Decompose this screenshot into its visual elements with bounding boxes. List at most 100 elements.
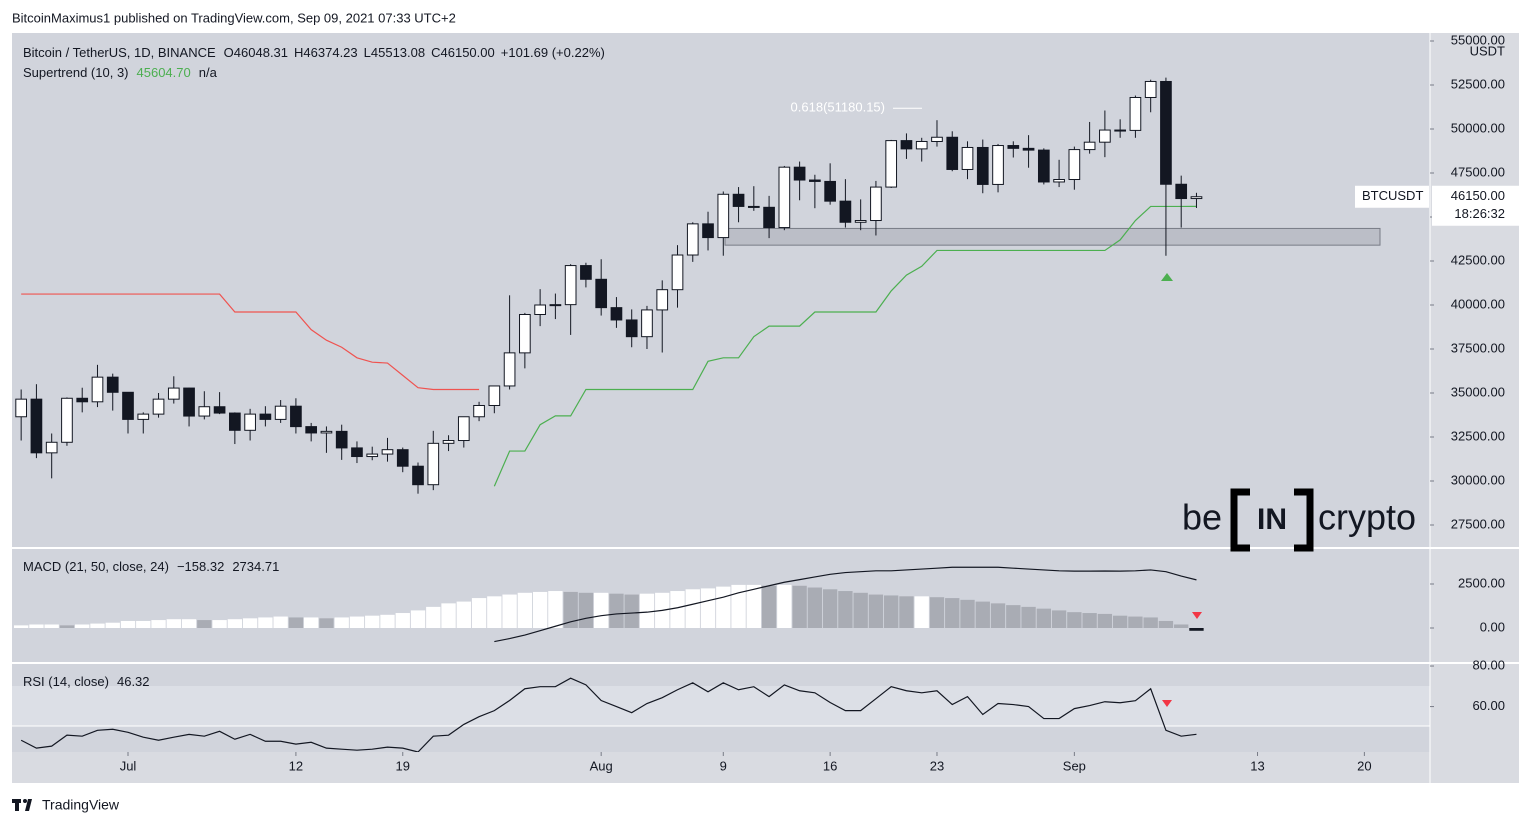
histogram-bar (716, 586, 731, 628)
rsi-band (12, 686, 1430, 726)
y-tick-label: 30000.00 (1451, 472, 1505, 487)
histogram-bar (914, 596, 929, 628)
histogram-bar (1067, 612, 1082, 628)
axis-unit: USDT (1470, 43, 1505, 58)
histogram-bar (136, 620, 151, 628)
candle-body (793, 166, 806, 181)
candle-body (351, 447, 363, 458)
buy-signal (1161, 273, 1173, 281)
candle-body (732, 193, 745, 207)
candle-body (1144, 80, 1157, 98)
candle-body (30, 398, 43, 454)
histogram-bar (242, 618, 258, 628)
histogram-bar (563, 591, 578, 628)
footer-text: TradingView (42, 797, 120, 813)
histogram-bar (1021, 606, 1036, 628)
logo-text: IN (1257, 503, 1287, 536)
histogram-bar (945, 598, 960, 628)
histogram-bar (670, 591, 685, 628)
candle-body (976, 146, 989, 185)
histogram-bar (1051, 610, 1067, 628)
footer-logo: TradingView (12, 797, 120, 813)
candle-body (366, 453, 379, 458)
logo-text: be (1182, 497, 1222, 538)
candle-body (473, 404, 485, 418)
candle-body (671, 254, 684, 291)
histogram-bar (44, 624, 59, 628)
histogram-bar (792, 585, 807, 628)
histogram-bar (197, 620, 212, 628)
x-tick-label: 9 (720, 758, 727, 773)
histogram-bar (426, 606, 441, 628)
candle-body (747, 205, 760, 208)
histogram-bar (594, 592, 609, 628)
candle-body (1068, 149, 1081, 181)
histogram-bar (1112, 615, 1128, 628)
histogram-bar (685, 589, 700, 628)
histogram-bar (334, 617, 349, 628)
icon (25, 799, 32, 811)
macd-value: 2734.71 (232, 559, 279, 574)
candle-body (931, 136, 943, 142)
histogram-bar (777, 584, 792, 628)
header: BitcoinMaximus1 published on TradingView… (12, 10, 456, 25)
y-tick-label: 32500.00 (1451, 428, 1505, 443)
histogram-bar (365, 615, 380, 628)
x-tick-label: 19 (396, 758, 410, 773)
x-tick-label: Sep (1063, 758, 1086, 773)
symbol-label: BTCUSDT (1362, 188, 1423, 203)
supertrend-down (21, 293, 480, 391)
y-tick-label: 0.00 (1480, 619, 1505, 634)
candle-body (244, 413, 256, 431)
candle-body (1037, 149, 1050, 183)
y-tick-label: 40000.00 (1451, 296, 1505, 311)
y-tick-label: 50000.00 (1451, 120, 1505, 135)
histogram-bar (517, 592, 533, 628)
y-tick-label: 55000.00 (1451, 32, 1505, 47)
price-label: 46150.00 (1451, 188, 1505, 203)
histogram-bar (181, 619, 197, 628)
candle-body (1160, 80, 1172, 185)
histogram-bar (29, 624, 44, 628)
histogram-bar (319, 618, 334, 628)
histogram-bar (273, 616, 288, 628)
indicator-title: Supertrend (10, 3) (23, 65, 129, 80)
candle-body (809, 179, 821, 182)
histogram-bar (929, 597, 945, 628)
candle-body (488, 385, 501, 406)
candle-body (305, 426, 318, 434)
chart-frame (12, 33, 1519, 783)
candle-body (412, 465, 424, 486)
logo-bracket (1230, 488, 1250, 552)
x-tick-label: 12 (289, 758, 303, 773)
y-tick-label: 2500.00 (1458, 575, 1505, 590)
candle-body (198, 406, 211, 417)
ohlc-key: H (294, 45, 303, 60)
candle-body (213, 406, 226, 414)
candle-body (656, 289, 669, 311)
histogram-bar (1036, 608, 1052, 628)
price-axis (1430, 33, 1519, 783)
candle-body (442, 440, 455, 444)
ohlc-value: 46150.00 (441, 45, 495, 60)
candle-body (946, 136, 959, 170)
histogram-bar (548, 591, 563, 628)
rsi-legend: RSI (14, close) 46.32 (23, 674, 150, 689)
candle-body (519, 313, 531, 354)
candle-body (76, 397, 89, 403)
x-tick-label: 20 (1357, 758, 1371, 773)
histogram-bar (456, 601, 471, 628)
ohlc-key: C (431, 45, 440, 60)
candle-body (854, 220, 867, 223)
indicator-value: 45604.70 (137, 65, 191, 80)
price-pane: 0.618(51180.15) (15, 77, 1381, 494)
histogram-bar (1128, 616, 1143, 628)
candle-body (900, 140, 913, 150)
histogram-bar (90, 623, 105, 628)
histogram-bar (166, 619, 181, 628)
y-tick-label: 60.00 (1472, 698, 1505, 713)
histogram-bar (960, 599, 975, 628)
indicator-extra: n/a (199, 65, 218, 80)
rsi-line (20, 677, 1197, 752)
y-tick-label: 80.00 (1472, 657, 1505, 672)
